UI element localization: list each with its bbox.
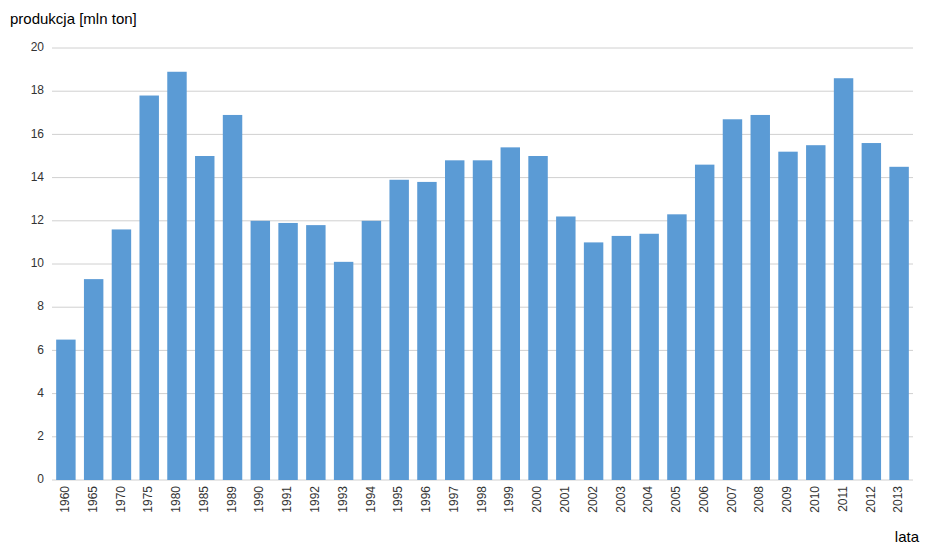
- x-tick-label: 2002: [586, 486, 600, 513]
- x-axis: 1960 1965 1970 1975 1980 1985 1989 1990 1991 1992…: [58, 486, 905, 513]
- grid-line: [52, 48, 913, 49]
- bar: [695, 165, 714, 480]
- x-tick-label: 1965: [86, 486, 100, 513]
- chart-svg: 0 2 4 6 8 10 12 14 16 18 20 1960 1965 1970 1975 1980 198…: [0, 0, 931, 552]
- bar: [639, 234, 658, 480]
- x-tick-label: 2013: [891, 486, 905, 513]
- x-tick-label: 1989: [225, 486, 239, 513]
- bar: [334, 262, 353, 480]
- bar: [112, 229, 131, 480]
- bar: [751, 115, 770, 480]
- x-tick-label: 1991: [280, 486, 294, 513]
- x-tick-label: 2006: [697, 486, 711, 513]
- x-tick-label: 2004: [641, 486, 655, 513]
- x-tick-label: 1992: [308, 486, 322, 513]
- x-tick-label: 1993: [336, 486, 350, 513]
- bar: [223, 115, 242, 480]
- x-tick-label: 2000: [530, 486, 544, 513]
- bar: [195, 156, 214, 480]
- y-axis-label: produkcja [mln ton]: [10, 10, 137, 27]
- y-tick-label: 8: [37, 299, 44, 313]
- y-tick-label: 12: [31, 213, 45, 227]
- bar: [389, 180, 408, 480]
- x-tick-label: 1985: [197, 486, 211, 513]
- bar: [612, 236, 631, 480]
- bar: [556, 216, 575, 480]
- bar: [723, 119, 742, 480]
- bar: [778, 152, 797, 480]
- x-tick-label: 2003: [614, 486, 628, 513]
- x-tick-label: 2005: [669, 486, 683, 513]
- bar: [445, 160, 464, 480]
- y-tick-label: 10: [31, 256, 45, 270]
- bar: [362, 221, 381, 480]
- bar: [584, 242, 603, 480]
- y-tick-label: 0: [37, 472, 44, 486]
- grid: [52, 48, 913, 480]
- x-tick-label: 1996: [419, 486, 433, 513]
- x-tick-label: 1998: [475, 486, 489, 513]
- bar: [417, 182, 436, 480]
- bar: [501, 147, 520, 480]
- bar: [862, 143, 881, 480]
- bar: [251, 221, 270, 480]
- y-tick-label: 2: [37, 429, 44, 443]
- y-tick-label: 6: [37, 343, 44, 357]
- y-tick-label: 14: [31, 170, 45, 184]
- x-tick-label: 1975: [141, 486, 155, 513]
- bar: [278, 223, 297, 480]
- x-tick-label: 1960: [58, 486, 72, 513]
- y-axis: 0 2 4 6 8 10 12 14 16 18 20: [31, 40, 45, 486]
- x-tick-label: 2008: [752, 486, 766, 513]
- bar: [806, 145, 825, 480]
- bar: [889, 167, 908, 480]
- bar: [167, 72, 186, 480]
- y-tick-label: 16: [31, 127, 45, 141]
- bar: [667, 214, 686, 480]
- x-tick-label: 1980: [169, 486, 183, 513]
- bars: [56, 72, 909, 480]
- x-tick-label: 1990: [252, 486, 266, 513]
- x-tick-label: 1997: [447, 486, 461, 513]
- x-tick-label: 2009: [780, 486, 794, 513]
- x-tick-label: 1970: [114, 486, 128, 513]
- y-tick-label: 20: [31, 40, 45, 54]
- x-tick-label: 2012: [864, 486, 878, 513]
- chart-container: 0 2 4 6 8 10 12 14 16 18 20 1960 1965 1970 1975 1980 198…: [0, 0, 931, 552]
- y-tick-label: 18: [31, 83, 45, 97]
- x-tick-label: 2007: [725, 486, 739, 513]
- x-tick-label: 1994: [364, 486, 378, 513]
- bar: [56, 340, 75, 480]
- x-tick-label: 1995: [391, 486, 405, 513]
- x-axis-label: lata: [895, 528, 920, 545]
- bar: [84, 279, 103, 480]
- x-tick-label: 2010: [808, 486, 822, 513]
- x-tick-label: 2001: [558, 486, 572, 513]
- x-tick-label: 1999: [502, 486, 516, 513]
- bar: [473, 160, 492, 480]
- bar: [139, 96, 158, 480]
- bar: [528, 156, 547, 480]
- y-tick-label: 4: [37, 386, 44, 400]
- bar: [834, 78, 853, 480]
- x-tick-label: 2011: [836, 486, 850, 512]
- bar: [306, 225, 325, 480]
